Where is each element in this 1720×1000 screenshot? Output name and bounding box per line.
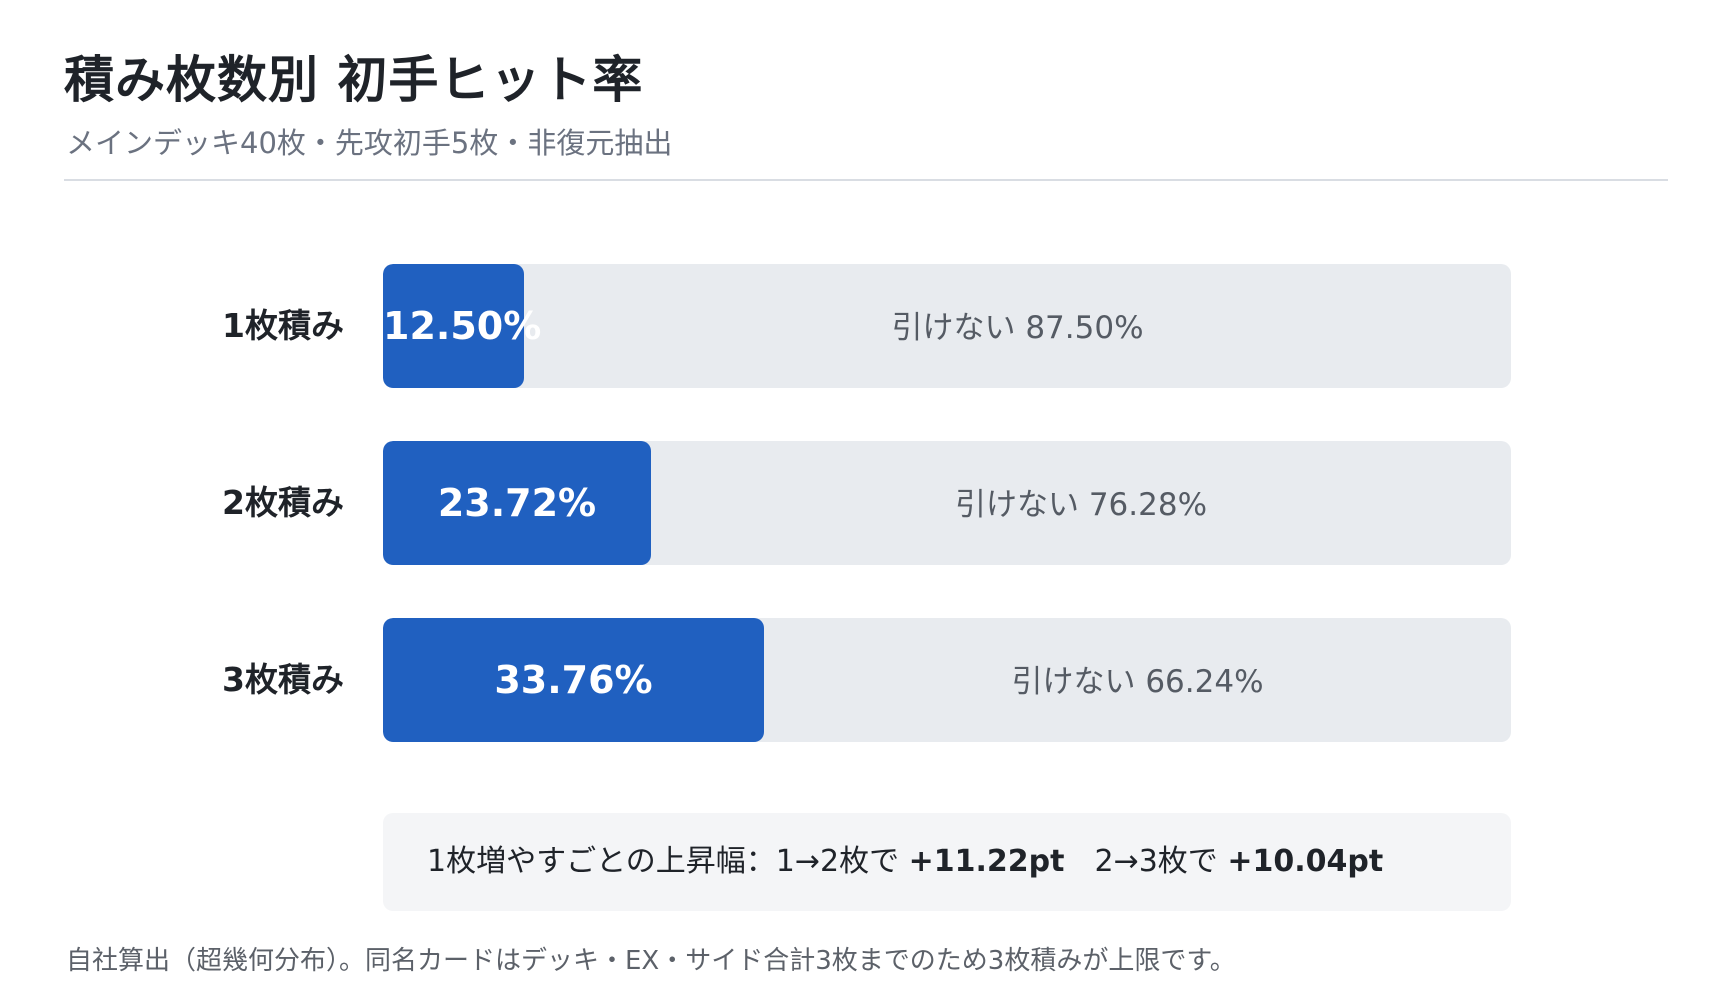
summary-middle: 2→3枚で	[1064, 844, 1228, 879]
bar-track: 23.72% 引けない 76.28%	[383, 441, 1511, 565]
category-label: 2枚積み	[222, 483, 344, 522]
bar-track: 12.50% 引けない 87.50%	[383, 264, 1511, 388]
hit-bar	[383, 441, 651, 565]
increment-summary-box: 1枚増やすごとの上昇幅：1→2枚で +11.22pt 2→3枚で +10.04p…	[383, 813, 1511, 911]
summary-delta-2: +10.04pt	[1227, 844, 1384, 879]
miss-value-label: 引けない 87.50%	[891, 310, 1144, 346]
summary-delta-1: +11.22pt	[908, 844, 1065, 879]
hit-value-label: 12.50%	[383, 304, 542, 348]
category-label: 3枚積み	[222, 660, 344, 699]
chart-subtitle: メインデッキ40枚・先攻初手5枚・非復元抽出	[66, 126, 673, 160]
hit-value-label: 23.72%	[437, 481, 597, 525]
bar-row-3: 3枚積み 33.76% 引けない 66.24%	[0, 618, 1720, 742]
hit-bar	[383, 264, 524, 388]
chart-title: 積み枚数別 初手ヒット率	[64, 51, 644, 109]
increment-summary: 1枚増やすごとの上昇幅：1→2枚で +11.22pt 2→3枚で +10.04p…	[427, 813, 1383, 911]
bar-row-2: 2枚積み 23.72% 引けない 76.28%	[0, 441, 1720, 565]
bar-track: 33.76% 引けない 66.24%	[383, 618, 1511, 742]
miss-value-label: 引けない 76.28%	[954, 487, 1208, 523]
category-label: 1枚積み	[222, 306, 344, 345]
header-divider	[64, 179, 1668, 181]
bar-row-1: 1枚積み 12.50% 引けない 87.50%	[0, 264, 1720, 388]
footnote: 自社算出（超幾何分布）。同名カードはデッキ・EX・サイド合計3枚までのため3枚積…	[66, 946, 1236, 976]
summary-prefix: 1枚増やすごとの上昇幅：1→2枚で	[427, 844, 909, 879]
hit-value-label: 33.76%	[494, 658, 653, 702]
miss-value-label: 引けない 66.24%	[1011, 664, 1264, 700]
hit-bar	[383, 618, 764, 742]
